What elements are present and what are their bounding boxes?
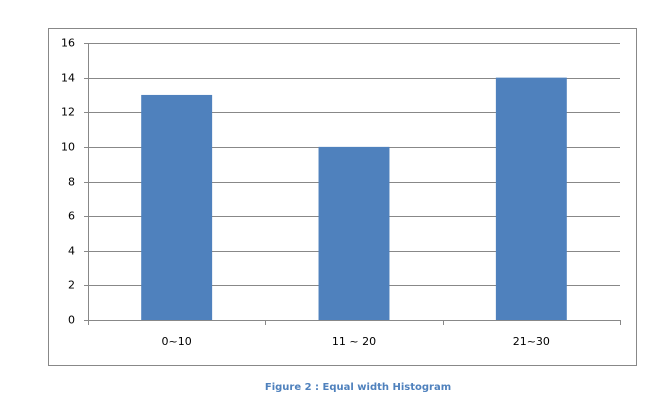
bar	[495, 77, 567, 320]
bar	[318, 146, 390, 320]
y-tick-label: 4	[68, 245, 75, 258]
y-tick-label: 6	[68, 210, 75, 223]
bar	[141, 94, 213, 320]
x-tick-label: 0~10	[162, 335, 192, 348]
x-tick-label: 11 ~ 20	[332, 335, 376, 348]
y-tick-label: 2	[68, 279, 75, 292]
y-tick-label: 8	[68, 176, 75, 189]
y-tick-label: 16	[61, 37, 75, 50]
x-tick-label: 21~30	[513, 335, 550, 348]
chart-caption: Figure 2 : Equal width Histogram	[265, 382, 451, 393]
y-tick-label: 10	[61, 141, 75, 154]
y-tick-label: 14	[61, 72, 75, 85]
y-tick-label: 0	[68, 314, 75, 327]
y-tick-label: 12	[61, 106, 75, 119]
